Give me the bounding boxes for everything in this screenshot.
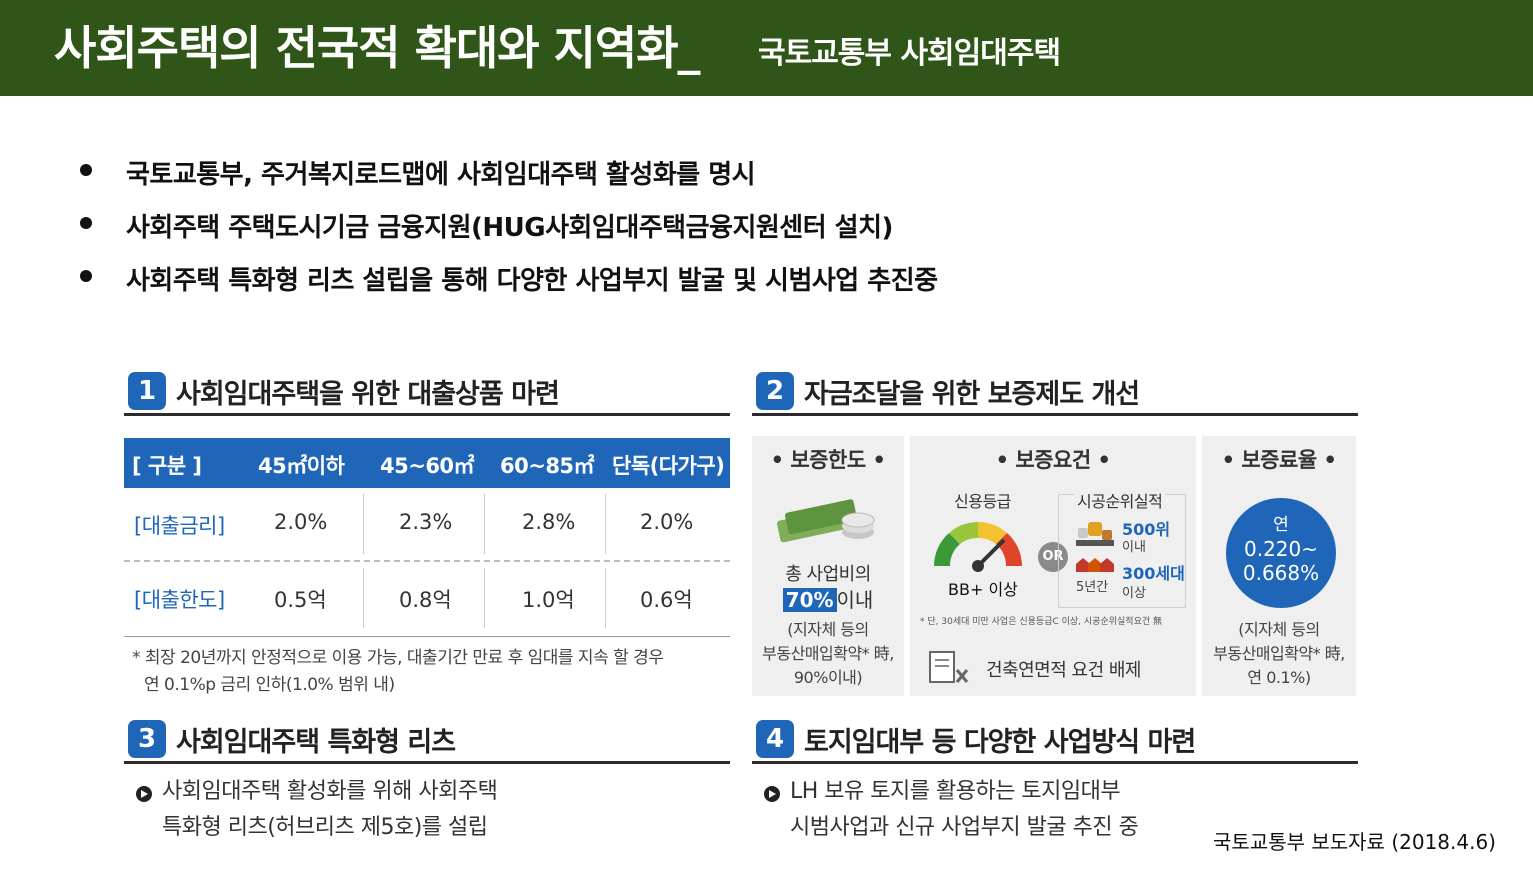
requirements-footnote: * 단, 30세대 미만 사업은 신용등급C 이상, 시공순위실적요건 無 [920, 617, 1163, 627]
bullet-text: 사회주택 특화형 리츠 설립을 통해 다양한 사업부지 발굴 및 시범사업 추진… [126, 266, 938, 296]
section-title: 자금조달을 위한 보증제도 개선 [804, 379, 1140, 410]
section-title: 사회임대주택 특화형 리츠 [176, 727, 456, 758]
panel-title: • 보증요건 • [995, 448, 1111, 472]
section-3-description: 사회임대주택 활성화를 위해 사회주택 특화형 리츠(허브리츠 제5호)를 설립 [162, 774, 498, 846]
section-title: 토지임대부 등 다양한 사업방식 마련 [804, 727, 1196, 758]
section-number-badge: 4 [756, 720, 794, 758]
loan-table-header: [ 구분 ] 45㎡이하 45~60㎡ 60~85㎡ 단독(다가구) [124, 438, 730, 488]
exempt-text: 건축연면적 요건 배제 [986, 660, 1141, 681]
header-cell: 60~85㎡ [500, 454, 595, 478]
circle-arrow-icon [764, 786, 780, 802]
section-number-badge: 3 [128, 720, 166, 758]
section-3-heading: 3 사회임대주택 특화형 리츠 [124, 714, 730, 764]
limit-line: 부동산매입확약* 時, [762, 644, 894, 663]
panel-title: • 보증료율 • [1221, 448, 1337, 472]
table-cell: 2.0% [640, 510, 694, 534]
rate-line: 부동산매입확약* 時, [1213, 644, 1345, 663]
table-cell: 2.3% [399, 510, 453, 534]
panel-title: • 보증한도 • [770, 448, 886, 472]
limit-highlight-row: 70% 이내 [752, 584, 904, 613]
table-cell: 0.5억 [274, 588, 327, 612]
desc-line: LH 보유 토지를 활용하는 토지임대부 [790, 779, 1121, 804]
document-exempt-icon [929, 651, 969, 683]
page-subtitle: 국토교통부 사회임대주택 [758, 36, 1061, 71]
limit-highlight: 70% [782, 588, 837, 612]
note-line: 연 0.1%p 금리 인하(1.0% 범위 내) [144, 675, 395, 695]
table-cell: 2.0% [274, 510, 328, 534]
header-cell: [ 구분 ] [132, 454, 202, 478]
section-number-badge: 2 [756, 372, 794, 410]
table-cell: 1.0억 [522, 588, 575, 612]
years-value: 5년간 [1076, 580, 1109, 595]
money-icon [777, 499, 875, 543]
rank-sub: 이내 [1122, 540, 1146, 555]
section-4-heading: 4 토지임대부 등 다양한 사업방식 마련 [752, 714, 1358, 764]
limit-suffix: 이내 [836, 588, 874, 612]
units-value: 300세대 [1122, 564, 1185, 583]
section-title: 사회임대주택을 위한 대출상품 마련 [176, 379, 560, 410]
page-title: 사회주택의 전국적 확대와 지역화_ [54, 21, 701, 75]
credit-value: BB+ 이상 [948, 580, 1018, 599]
limit-line: 총 사업비의 [785, 564, 871, 585]
table-cell: 0.8억 [399, 588, 452, 612]
rate-line: 연 0.1%) [1247, 668, 1311, 687]
houses-icon [1076, 558, 1114, 572]
row-divider [124, 560, 730, 562]
section-number-badge: 1 [128, 372, 166, 410]
bullet-text: 국토교통부, 주거복지로드맵에 사회임대주택 활성화를 명시 [126, 160, 756, 190]
table-cell: 2.8% [522, 510, 576, 534]
bullet-dot-icon [80, 164, 92, 176]
bullet-dot-icon [80, 270, 92, 282]
rate-circle-line: 0.220~ [1243, 537, 1318, 561]
limit-line: 90%이내) [793, 668, 863, 687]
desc-line: 특화형 리츠(허브리츠 제5호)를 설립 [162, 815, 488, 840]
units-sub: 이상 [1122, 586, 1146, 601]
table-cell: 0.6억 [640, 588, 693, 612]
trophy-icon [1076, 522, 1114, 546]
desc-line: 사회임대주택 활성화를 위해 사회주택 [162, 779, 498, 804]
bullet-text: 사회주택 주택도시기금 금융지원(HUG사회임대주택금융지원센터 설치) [126, 213, 893, 243]
guarantee-requirements-panel: • 보증요건 • 신용등급 BB+ 이상 OR 시공순위실적 500위 이내 5… [910, 436, 1196, 696]
source-citation: 국토교통부 보도자료 (2018.4.6) [1213, 830, 1496, 854]
header-cell: 45~60㎡ [380, 454, 475, 478]
row-label: [대출한도] [134, 588, 225, 612]
section-2-heading: 2 자금조달을 위한 보증제도 개선 [752, 366, 1358, 416]
circle-arrow-icon [136, 786, 152, 802]
header-cell: 45㎡이하 [258, 454, 345, 478]
rate-circle-line: 0.668% [1242, 561, 1320, 585]
desc-line: 시범사업과 신규 사업부지 발굴 추진 중 [790, 815, 1139, 840]
section-4-description: LH 보유 토지를 활용하는 토지임대부 시범사업과 신규 사업부지 발굴 추진… [790, 774, 1139, 846]
guarantee-rate-panel: • 보증료율 • 연 0.220~ 0.668% (지자체 등의 부동산매입확약… [1202, 436, 1356, 696]
guarantee-limit-panel: • 보증한도 • 총 사업비의 70% 이내 (지자체 등의 부동산매입확약* 時… [752, 436, 904, 696]
rank-value: 500위 [1122, 520, 1171, 539]
note-line: * 최장 20년까지 안정적으로 이용 가능, 대출기간 만료 후 임대를 지속… [132, 648, 664, 668]
section-1-heading: 1 사회임대주택을 위한 대출상품 마련 [124, 366, 730, 416]
rate-circle-top: 연 [1273, 515, 1289, 535]
credit-label: 신용등급 [954, 492, 1011, 511]
limit-line: (지자체 등의 [787, 620, 869, 639]
loan-footnote: * 최장 20년까지 안정적으로 이용 가능, 대출기간 만료 후 임대를 지속… [132, 645, 664, 699]
credit-gauge-icon [934, 522, 1022, 572]
rate-circle: 연 0.220~ 0.668% [1226, 498, 1336, 608]
table-row: [대출한도] 0.5억 0.8억 1.0억 0.6억 [124, 568, 730, 628]
performance-label: 시공순위실적 [1074, 488, 1166, 512]
table-bottom-rule [124, 636, 730, 637]
title-bar: 사회주택의 전국적 확대와 지역화_ 국토교통부 사회임대주택 [0, 0, 1533, 96]
bullet-dot-icon [80, 217, 92, 229]
header-cell: 단독(다가구) [612, 454, 725, 478]
table-row: [대출금리] 2.0% 2.3% 2.8% 2.0% [124, 494, 730, 554]
row-label: [대출금리] [134, 514, 225, 538]
rate-line: (지자체 등의 [1238, 620, 1320, 639]
